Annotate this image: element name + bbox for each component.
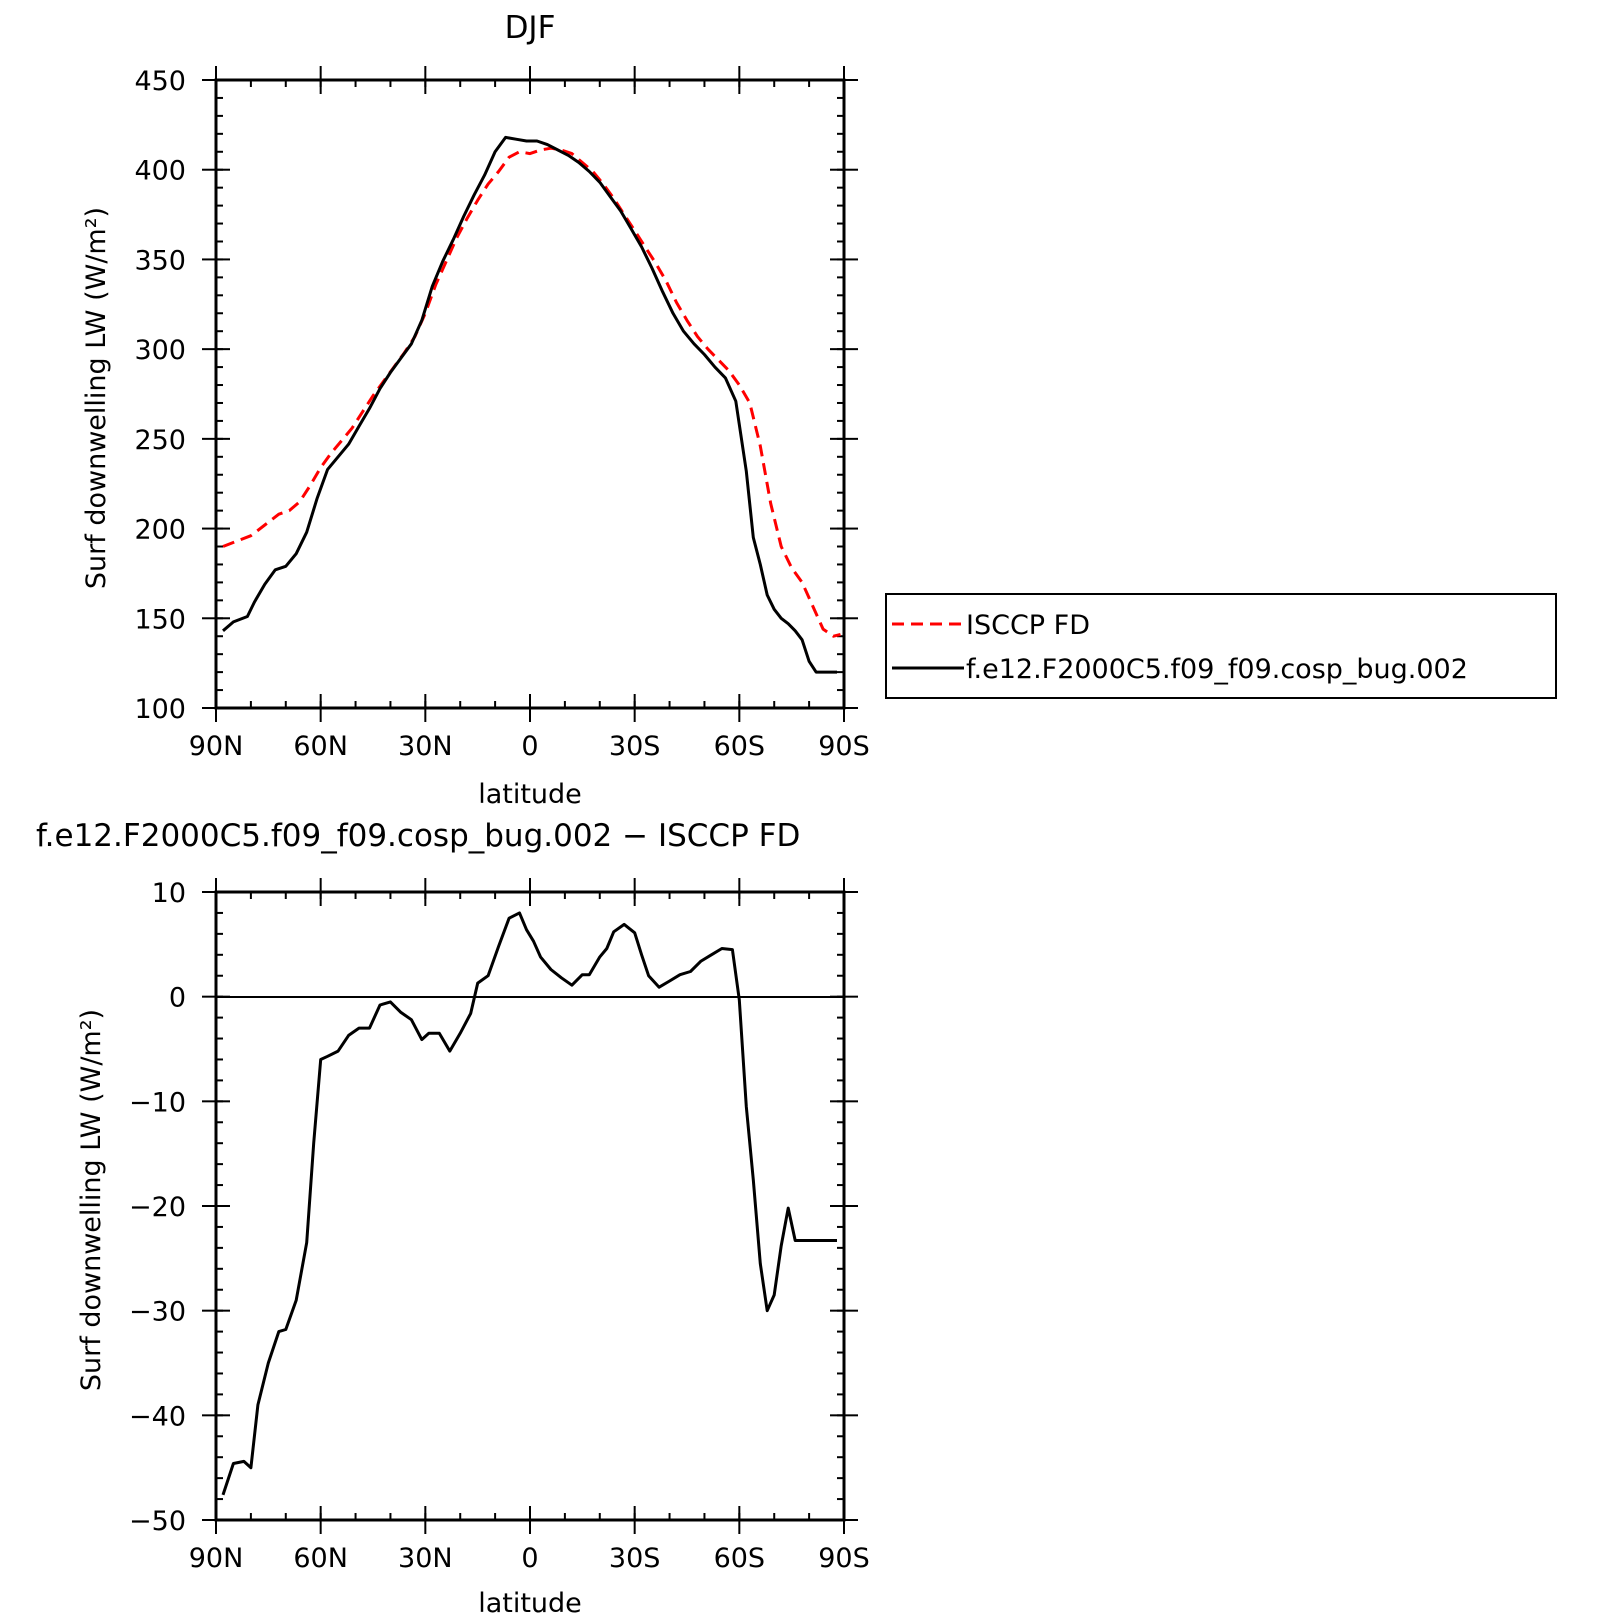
y-tick-label: 10 (152, 878, 186, 909)
legend: ISCCP FD f.e12.F2000C5.f09_f09.cosp_bug.… (885, 593, 1557, 699)
x-tick-label: 30S (609, 731, 661, 762)
top-chart-series (222, 135, 841, 674)
y-tick-label: −20 (129, 1192, 186, 1223)
x-tick-label: 60N (293, 1543, 348, 1574)
y-tick-label: 100 (134, 694, 186, 725)
top-chart-axes: 90N 60N 30N 0 30S 60S 90S 100 150 200 250 300 350 400… (134, 66, 870, 762)
y-tick-label: 0 (169, 983, 186, 1014)
bottom-chart-title: f.e12.F2000C5.f09_f09.cosp_bug.002 − ISC… (36, 818, 800, 854)
y-tick-label: −10 (129, 1087, 186, 1118)
y-tick-label: 150 (134, 604, 186, 635)
top-chart-frame (214, 78, 846, 710)
x-tick-label: 60N (293, 731, 348, 762)
top-chart: DJF latitude Surf downwelling LW (W/m²) … (81, 10, 870, 810)
x-tick-label: 90N (189, 1543, 244, 1574)
legend-box (885, 593, 1557, 699)
x-tick-label: 30N (398, 731, 453, 762)
difference-line (221, 911, 837, 1496)
top-chart-title: DJF (505, 10, 556, 46)
y-tick-label: 200 (134, 515, 186, 546)
y-tick-label: 450 (134, 66, 186, 97)
bottom-chart-ylabel: Surf downwelling LW (W/m²) (76, 1009, 107, 1391)
x-tick-label: 90S (818, 1543, 870, 1574)
bottom-chart-xlabel: latitude (478, 1588, 582, 1613)
x-tick-label: 60S (714, 731, 766, 762)
x-tick-label: 0 (521, 731, 538, 762)
top-chart-xlabel: latitude (478, 779, 582, 810)
x-tick-label: 60S (714, 1543, 766, 1574)
y-tick-label: −40 (129, 1401, 186, 1432)
isccp-fd-line (222, 146, 841, 638)
x-tick-label: 90N (189, 731, 244, 762)
bottom-chart-series (221, 911, 837, 1496)
x-tick-label: 30S (609, 1543, 661, 1574)
legend-label-model: f.e12.F2000C5.f09_f09.cosp_bug.002 (966, 654, 1468, 685)
legend-label-isccp: ISCCP FD (966, 610, 1090, 641)
y-tick-label: −30 (129, 1297, 186, 1328)
y-tick-label: 350 (134, 245, 186, 276)
model-line (222, 135, 837, 674)
y-tick-label: 400 (134, 156, 186, 187)
x-tick-label: 90S (818, 731, 870, 762)
top-chart-ylabel: Surf downwelling LW (W/m²) (81, 207, 112, 589)
bottom-chart-axes: 90N 60N 30N 0 30S 60S 90S −50 −40 −30 −20 −10 0 10 (129, 878, 870, 1574)
x-tick-label: 0 (521, 1543, 538, 1574)
y-tick-label: 300 (134, 335, 186, 366)
x-tick-label: 30N (398, 1543, 453, 1574)
bottom-chart-frame (214, 890, 846, 1522)
y-tick-label: 250 (134, 425, 186, 456)
bottom-chart: f.e12.F2000C5.f09_f09.cosp_bug.002 − ISC… (36, 818, 870, 1613)
y-tick-label: −50 (129, 1506, 186, 1537)
